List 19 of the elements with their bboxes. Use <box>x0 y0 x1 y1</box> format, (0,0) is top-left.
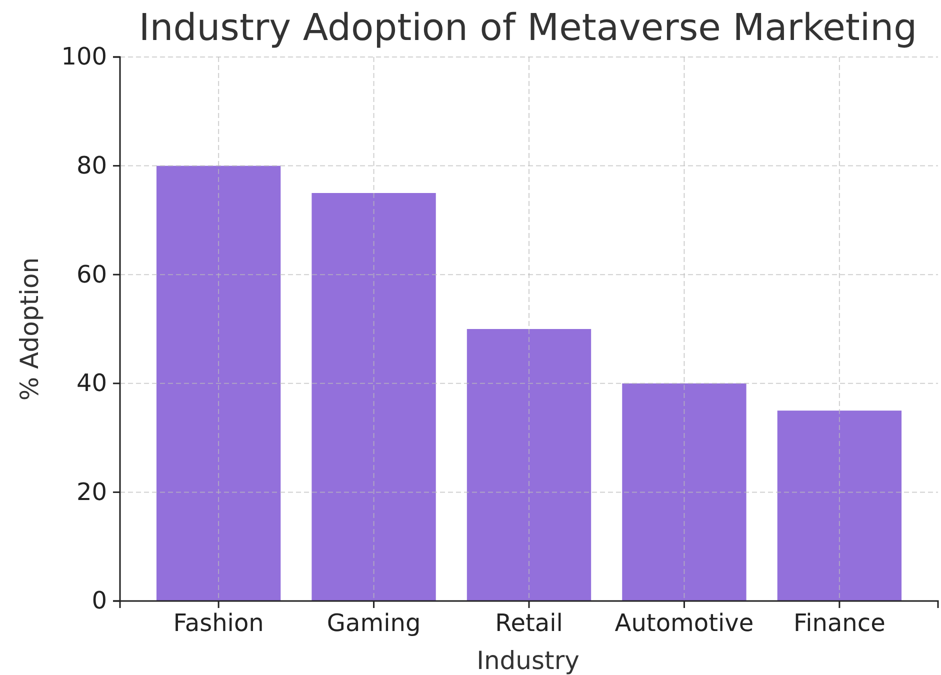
x-tick-label: Fashion <box>173 609 264 638</box>
y-tick-label: 20 <box>76 478 107 506</box>
bar <box>466 329 592 601</box>
x-tick-label: Retail <box>495 609 563 638</box>
x-tick-label: Automotive <box>614 609 754 638</box>
y-tick-label: 80 <box>76 151 107 180</box>
bar <box>777 410 902 601</box>
y-tick-label: 60 <box>76 260 107 288</box>
chart-title: Industry Adoption of Metaverse Marketing <box>138 6 918 49</box>
y-tick-label: 100 <box>61 42 107 71</box>
bar <box>156 166 281 601</box>
x-tick-label: Gaming <box>326 609 421 638</box>
x-axis-title: Industry <box>476 646 580 675</box>
y-axis-title: % Adoption <box>15 257 44 401</box>
bar <box>312 193 436 601</box>
y-tick-label: 0 <box>92 586 107 615</box>
y-tick-label: 40 <box>76 369 107 398</box>
x-tick-label: Finance <box>794 609 886 638</box>
bar <box>622 383 746 601</box>
